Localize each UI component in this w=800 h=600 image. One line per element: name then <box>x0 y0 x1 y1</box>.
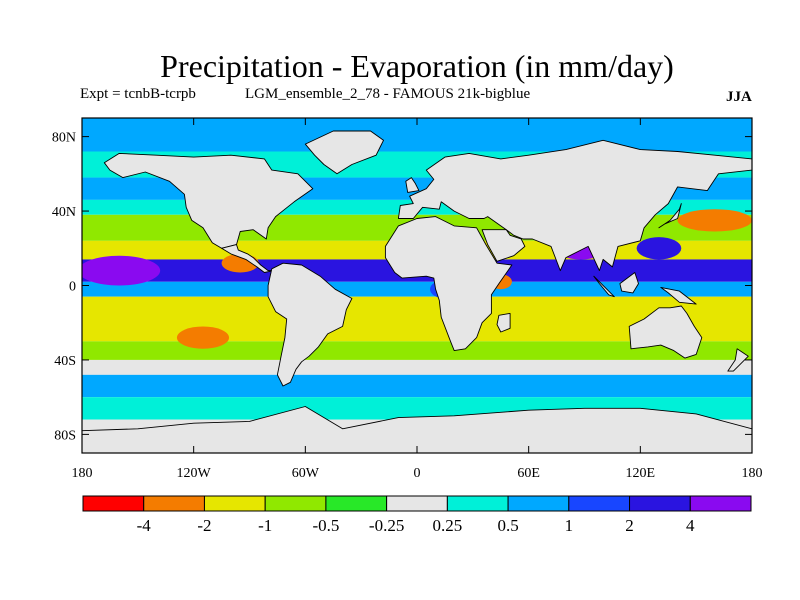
y-tick-label: 0 <box>69 280 76 295</box>
pe-anomaly-0 <box>82 255 161 286</box>
y-tick-label: 80S <box>54 428 76 443</box>
colorbar-box <box>325 495 388 512</box>
pe-band-11 <box>82 374 752 398</box>
colorbar-box <box>507 495 570 512</box>
land-japan <box>658 203 682 229</box>
land-eurasia <box>397 139 752 272</box>
x-tick-label: 180 <box>72 466 93 481</box>
run-label: LGM_ensemble_2_78 - FAMOUS 21k-bigblue <box>245 86 530 102</box>
land-south-america <box>267 262 353 387</box>
colorbar-box <box>689 495 752 512</box>
pe-anomaly-3 <box>176 326 230 349</box>
chart-title: Precipitation - Evaporation (in mm/day) <box>160 48 674 84</box>
land-sumatra <box>593 275 615 298</box>
experiment-label: Expt = tcnbB-tcrpb <box>80 86 196 102</box>
pe-anomaly-1 <box>677 209 752 232</box>
land-arabia <box>481 229 526 262</box>
pe-band-7 <box>82 281 752 297</box>
colorbar-label: 4 <box>686 516 695 535</box>
x-tick-label: 180 <box>742 466 763 481</box>
y-tick-label: 40N <box>52 205 76 220</box>
x-tick-label: 0 <box>414 466 421 481</box>
season-label: JJA <box>726 89 752 105</box>
colorbar-box <box>629 495 691 512</box>
colorbar-label: 1 <box>565 516 574 535</box>
colorbar-box <box>203 495 266 512</box>
colorbar-box <box>446 495 509 512</box>
land-new-guinea <box>660 286 697 305</box>
colorbar-label: 0.5 <box>497 516 518 535</box>
colorbar-box <box>264 495 327 512</box>
x-tick-label: 60E <box>517 466 540 481</box>
colorbar-label: -0.25 <box>369 516 404 535</box>
colorbar: -4 -2 -1 -0.5 -0.25 0.25 0.5 1 2 4 <box>82 495 752 535</box>
land-borneo <box>619 272 639 294</box>
land-north-america <box>103 152 314 249</box>
colorbar-box <box>568 495 631 512</box>
pe-anomaly-8 <box>636 237 682 260</box>
colorbar-label: 2 <box>625 516 634 535</box>
colorbar-label: -0.5 <box>312 516 339 535</box>
continents <box>82 130 752 453</box>
land-greenland <box>304 130 384 175</box>
y-tick-label: 40S <box>54 354 76 369</box>
colorbar-label: -2 <box>197 516 211 535</box>
colorbar-box <box>386 495 448 512</box>
x-tick-label: 120E <box>626 466 656 481</box>
x-tick-label: 120W <box>177 466 212 481</box>
pe-band-9 <box>82 341 752 360</box>
land-central-america <box>221 244 275 273</box>
axis-ticks: 180 120W 60W 0 60E 120E 180 80N 40N 0 40S 80S <box>52 118 763 481</box>
pe-band-10 <box>82 359 752 375</box>
land-africa <box>384 216 513 352</box>
colorbar-label: -4 <box>137 516 152 535</box>
colorbar-label: 0.25 <box>432 516 462 535</box>
x-tick-label: 60W <box>292 466 320 481</box>
colorbar-label: -1 <box>258 516 272 535</box>
land-new-zealand <box>727 348 749 372</box>
y-tick-label: 80N <box>52 131 76 146</box>
colorbar-box <box>143 495 205 512</box>
land-uk <box>405 177 420 193</box>
land-antarctica <box>82 406 752 453</box>
land-madagascar <box>496 312 511 333</box>
colorbar-box <box>82 495 145 512</box>
land-australia <box>628 305 703 359</box>
